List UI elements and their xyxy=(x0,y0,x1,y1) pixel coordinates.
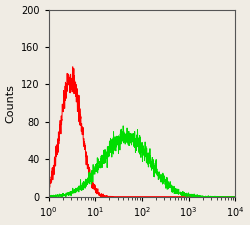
Y-axis label: Counts: Counts xyxy=(6,84,16,123)
